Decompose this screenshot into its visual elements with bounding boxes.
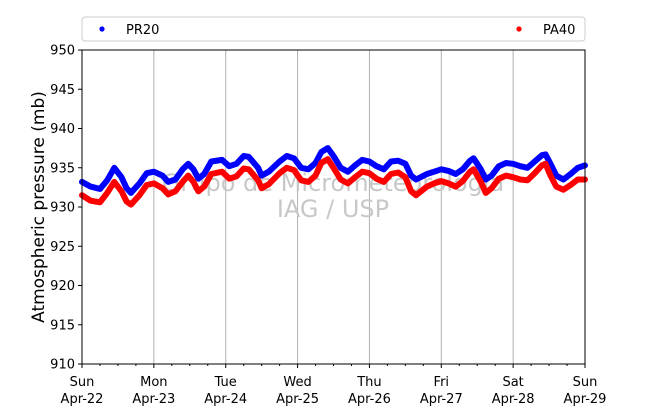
watermark-line-2: IAG / USP [277, 195, 389, 223]
series-line-pa40 [79, 156, 588, 208]
legend-marker-pr20 [99, 26, 105, 32]
y-tick-label: 915 [50, 318, 75, 333]
y-axis-label: Atmospheric pressure (mb) [29, 91, 49, 323]
x-tick-label-date: Apr-24 [204, 392, 247, 407]
x-tick-label-day: Mon [140, 375, 167, 390]
legend-label-pr20: PR20 [126, 23, 159, 38]
y-tick-label: 910 [50, 358, 75, 373]
y-tick-label: 935 [50, 161, 75, 176]
x-tick-label-day: Tue [214, 375, 237, 390]
x-tick-label-day: Sun [70, 375, 95, 390]
plot-area [82, 50, 585, 364]
x-tick-label-day: Fri [434, 375, 450, 390]
x-axis: Sun Apr-22 Mon Apr-23 Tue Apr-24 Wed Apr-25 Thu A… [61, 364, 607, 407]
x-tick-label-date: Apr-22 [61, 392, 104, 407]
y-tick-label: 945 [50, 83, 75, 98]
series-line-pr20 [79, 145, 588, 196]
x-tick-label-day: Thu [356, 375, 381, 390]
x-tick-label-date: Apr-25 [276, 392, 319, 407]
legend-marker-pa40 [516, 26, 522, 32]
x-tick-label-date: Apr-26 [348, 392, 391, 407]
y-tick-label: 930 [50, 201, 75, 216]
legend: PR20 PA40 [81, 16, 586, 42]
grid-lines [153, 50, 514, 364]
legend-label-pa40: PA40 [543, 23, 575, 38]
x-tick-label-day: Sat [502, 375, 523, 390]
y-tick-label: 940 [50, 122, 75, 137]
x-tick-label-date: Apr-29 [564, 392, 607, 407]
x-tick-label-date: Apr-27 [420, 392, 463, 407]
x-tick-label-date: Apr-23 [132, 392, 175, 407]
y-axis: 910 915 920 925 930 935 940 945 950 [50, 44, 82, 373]
x-tick-label-day: Sun [573, 375, 598, 390]
x-tick-label-date: Apr-28 [492, 392, 535, 407]
y-tick-label: 925 [50, 240, 75, 255]
y-tick-label: 950 [50, 44, 75, 59]
legend-box [81, 16, 586, 42]
x-tick-label-day: Wed [283, 375, 311, 390]
series-group [79, 145, 588, 208]
y-tick-label: 920 [50, 279, 75, 294]
